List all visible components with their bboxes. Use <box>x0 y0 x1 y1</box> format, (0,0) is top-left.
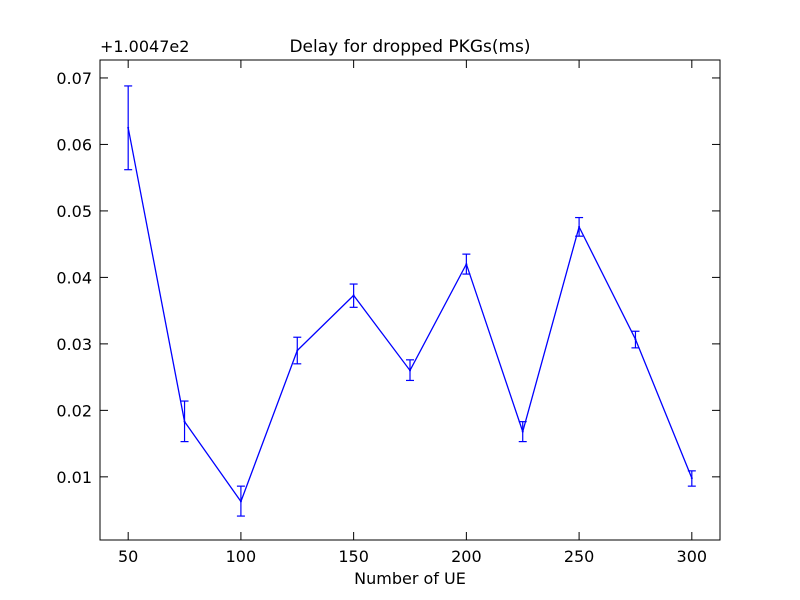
x-tick-label: 150 <box>338 547 369 566</box>
data-point <box>239 500 242 503</box>
y-tick-label: 0.07 <box>56 69 92 88</box>
y-tick-label: 0.06 <box>56 135 92 154</box>
y-tick-label: 0.01 <box>56 468 92 487</box>
x-tick-label: 50 <box>118 547 138 566</box>
y-tick-label: 0.04 <box>56 268 92 287</box>
y-tick-label: 0.02 <box>56 401 92 420</box>
data-point <box>296 349 299 352</box>
x-axis-label: Number of UE <box>354 569 466 588</box>
data-point <box>183 420 186 423</box>
x-tick-label: 100 <box>226 547 257 566</box>
data-point <box>465 263 468 266</box>
chart-title: Delay for dropped PKGs(ms) <box>289 37 530 57</box>
y-tick-label: 0.05 <box>56 202 92 221</box>
data-point <box>578 225 581 228</box>
data-point <box>690 477 693 480</box>
series-line <box>127 127 693 503</box>
y-tick-label: 0.03 <box>56 335 92 354</box>
x-tick-label: 300 <box>677 547 708 566</box>
data-point <box>127 126 130 129</box>
x-tick-label: 250 <box>564 547 595 566</box>
plot-frame <box>99 59 721 541</box>
data-point <box>634 338 637 341</box>
data-point <box>409 369 411 372</box>
y-axis-offset-label: +1.0047e2 <box>100 37 189 56</box>
data-point <box>352 294 355 297</box>
x-tick-label: 200 <box>451 547 482 566</box>
data-point <box>521 430 524 433</box>
